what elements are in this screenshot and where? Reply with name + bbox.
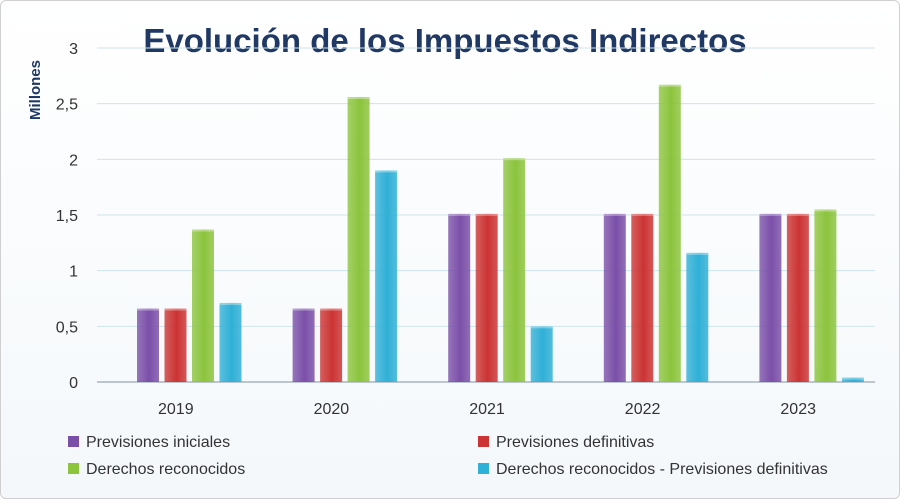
bar-2019-series-2 [164,308,187,382]
chart-title: Evolución de los Impuestos Indirectos [143,22,746,59]
y-axis-label: Millones [27,60,44,120]
legend-swatch-1 [68,436,79,447]
y-tick-label: 1 [69,264,78,281]
x-tick-label-2022: 2022 [625,401,661,418]
bar-2019-series-4 [219,302,242,382]
bar-highlight [448,213,471,216]
bar-2021-series-4 [530,326,553,382]
bar-highlight [375,170,398,173]
x-tick-label-2021: 2021 [469,401,505,418]
x-tick-labels: 2019 2020 2021 2022 2023 [158,401,816,418]
bar-highlight [786,213,809,216]
bar-highlight [530,326,553,329]
bar-2023-series-4 [841,377,864,382]
bar-highlight [841,377,864,380]
bar-2023-series-1 [759,213,782,382]
bar-2019-series-1 [137,308,159,382]
legend-swatch-3 [68,463,79,474]
bar-highlight [219,302,242,305]
bar-2022-series-4 [686,252,709,382]
bar-2019-series-3 [192,229,214,382]
y-tick-label: 3 [69,41,78,58]
y-tick-label: 2 [69,152,78,169]
x-tick-label-2020: 2020 [314,401,350,418]
bar-2020-series-2 [320,308,343,382]
bar-highlight [814,209,837,212]
legend-label-2: Previsiones definitivas [496,434,654,451]
bar-highlight [475,213,498,216]
legend: Previsiones iniciales Previsiones definit… [68,434,828,478]
bar-highlight [658,84,681,87]
bar-2022-series-2 [631,213,654,382]
bar-2022-series-1 [603,213,626,382]
bar-2021-series-3 [503,158,526,382]
legend-label-4: Derechos reconocidos - Previsiones defin… [496,461,828,478]
x-tick-label-2023: 2023 [780,401,816,418]
legend-label-1: Previsiones iniciales [86,434,230,451]
bar-2023-series-3 [814,209,837,382]
legend-swatch-2 [478,436,489,447]
bar-highlight [347,96,370,99]
bar-2020-series-4 [375,170,398,382]
bar-highlight [631,213,654,216]
bar-2022-series-3 [658,84,681,383]
legend-label-3: Derechos reconocidos [86,461,245,478]
bar-highlight [137,308,159,311]
bar-2021-series-1 [448,213,471,382]
bar-2021-series-2 [475,213,498,382]
x-tick-label-2019: 2019 [158,401,194,418]
bar-highlight [320,308,343,311]
bar-2020-series-1 [292,308,315,382]
legend-swatch-4 [478,463,489,474]
y-tick-label: 0 [69,375,78,392]
bar-highlight [603,213,626,216]
y-tick-label: 2,5 [56,97,78,114]
bar-highlight [192,229,214,232]
bars [137,84,864,383]
y-tick-labels: 0 0,5 1 1,5 2 2,5 3 [56,41,78,392]
bar-highlight [503,158,526,161]
bar-2023-series-2 [786,213,809,382]
y-tick-label: 0,5 [56,319,78,336]
bar-highlight [759,213,782,216]
bar-highlight [164,308,187,311]
y-tick-label: 1,5 [56,208,78,225]
bar-highlight [292,308,315,311]
bar-highlight [686,252,709,255]
bar-2020-series-3 [347,96,370,382]
